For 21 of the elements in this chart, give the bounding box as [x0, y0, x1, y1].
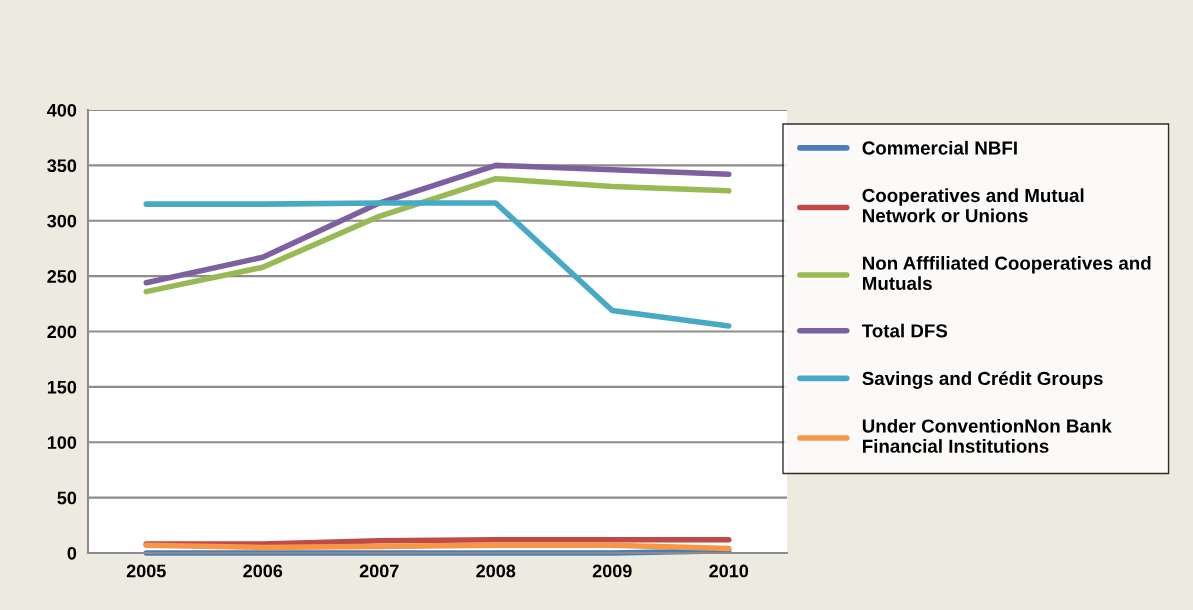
x-tick-label: 2007 [359, 564, 399, 578]
legend-label: Savings and Crédit Groups [862, 371, 1103, 389]
y-tick-label: 0 [67, 546, 77, 560]
y-tick-label: 350 [47, 159, 77, 173]
y-tick-label: 200 [47, 325, 77, 339]
y-tick-label: 50 [57, 491, 77, 505]
y-tick-label: 250 [47, 270, 77, 283]
y-tick-label: 100 [47, 436, 77, 449]
legend-label: Total DFS [861, 323, 948, 338]
legend-label: Cooperatives and Mutual Network or Unions [862, 188, 1084, 223]
x-tick-label: 2008 [476, 564, 516, 578]
y-tick-label: 400 [47, 103, 77, 117]
legend-label: Non Afffiliated Cooperatives and Mutuals [863, 256, 1151, 290]
x-tick-label: 2005 [126, 564, 166, 578]
legend-label: Commercial NBFI [862, 140, 1017, 155]
x-tick-label: 2006 [243, 564, 283, 578]
y-tick-label: 300 [47, 214, 77, 228]
legend-label: Under ConventionNon Bank Financial Institutions [862, 418, 1112, 453]
x-tick-label: 2009 [592, 564, 632, 578]
x-tick-label: 2010 [709, 564, 749, 578]
y-tick-label: 150 [47, 380, 77, 394]
